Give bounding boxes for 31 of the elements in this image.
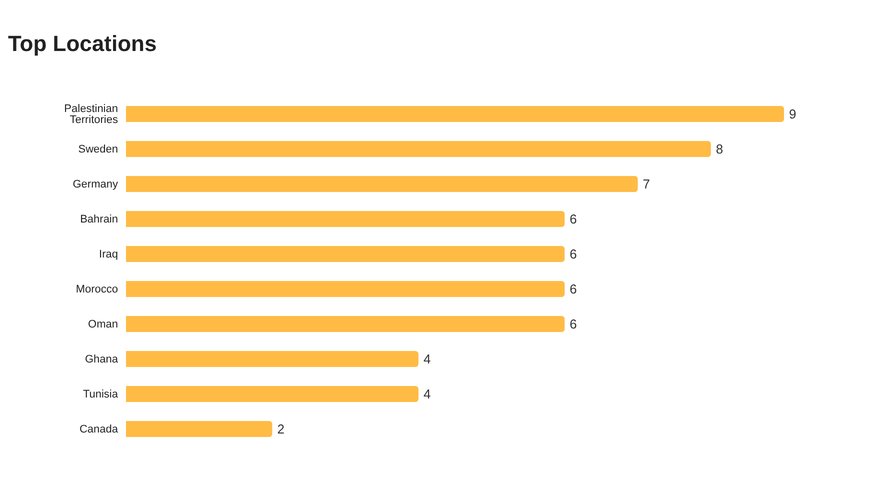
bar xyxy=(126,386,418,402)
bar xyxy=(126,421,272,437)
y-tick-label: Morocco xyxy=(76,283,118,296)
data-label: 4 xyxy=(423,386,431,402)
data-label: 4 xyxy=(423,352,431,367)
bar xyxy=(126,141,711,157)
y-tick-label: Iraq xyxy=(99,248,118,260)
y-tick-label: Ghana xyxy=(84,353,119,366)
y-tick-label: Tunisia xyxy=(82,388,119,400)
y-tick-label: Sweden xyxy=(78,143,118,156)
bar xyxy=(126,106,784,122)
data-label: 6 xyxy=(570,246,577,262)
data-label: 6 xyxy=(570,316,577,332)
data-label: 8 xyxy=(716,142,724,157)
data-label: 7 xyxy=(642,176,650,192)
data-label: 6 xyxy=(570,212,577,227)
data-label: 9 xyxy=(789,106,796,122)
y-tick-label: Canada xyxy=(79,423,119,436)
bar xyxy=(126,316,565,332)
bar xyxy=(126,211,565,227)
bar xyxy=(126,246,565,262)
data-label: 2 xyxy=(277,422,284,437)
data-label: 6 xyxy=(570,282,577,297)
chart-title: Top Locations xyxy=(8,30,158,58)
y-tick-label: Germany xyxy=(72,178,118,190)
y-tick-label: Palestinian Territories xyxy=(64,102,118,126)
bar xyxy=(126,281,565,297)
y-tick-label: Oman xyxy=(88,318,118,330)
bar xyxy=(126,351,418,367)
y-tick-label: Bahrain xyxy=(80,213,118,226)
bar xyxy=(126,176,638,192)
